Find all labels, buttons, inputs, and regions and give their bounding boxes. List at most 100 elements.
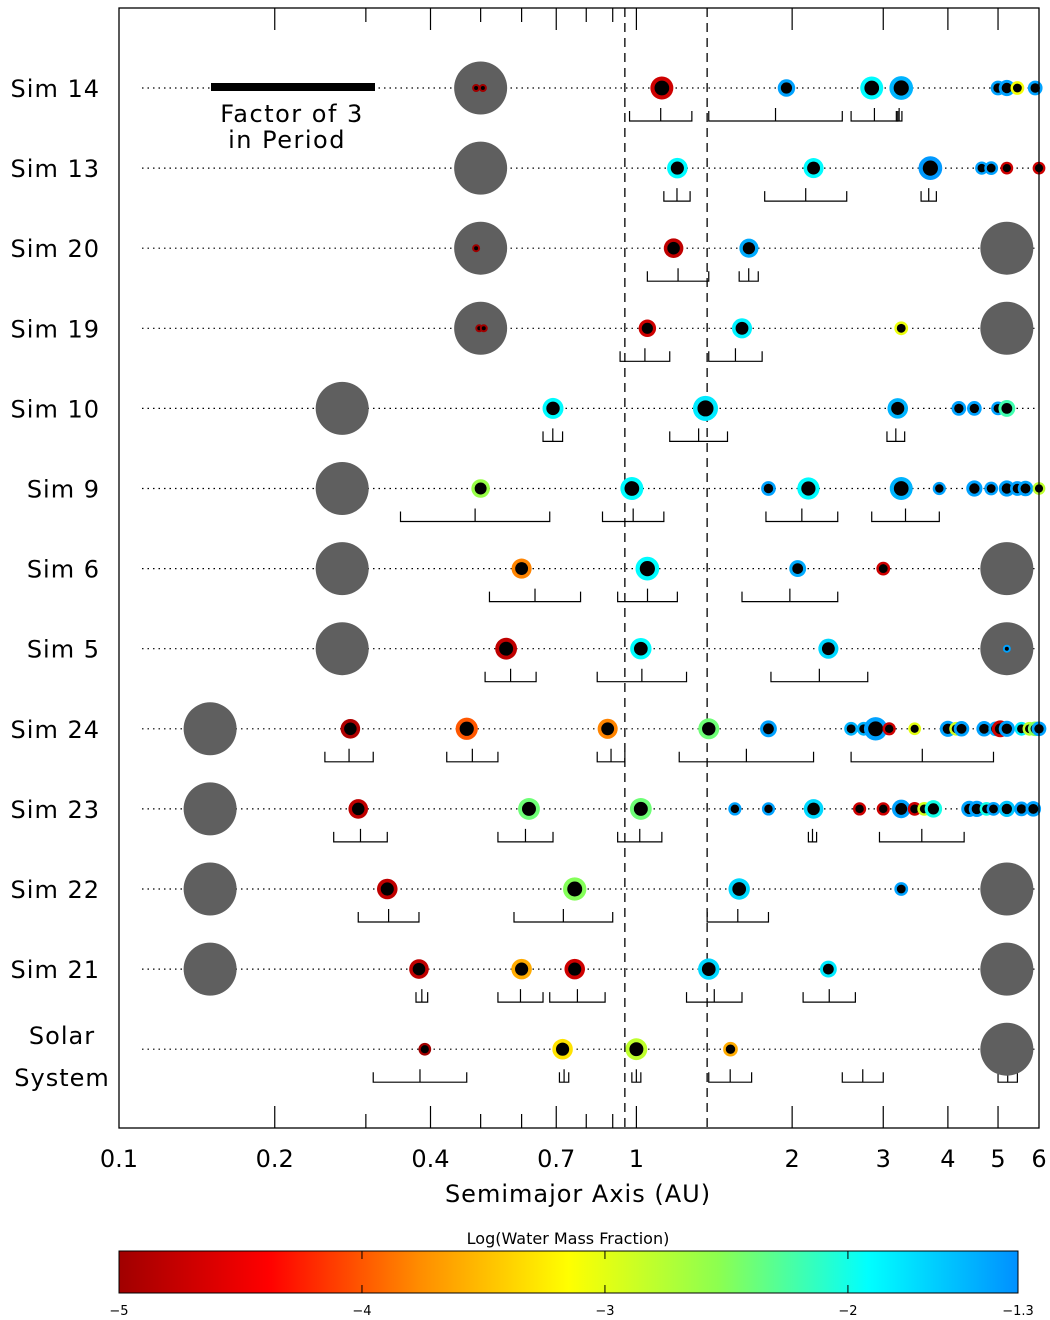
embedded-planet-core (474, 86, 478, 90)
embedded-planet-core (482, 326, 486, 330)
orbital-range-bracket (498, 989, 543, 1002)
giant-planet (980, 302, 1033, 355)
planet-core (702, 962, 716, 976)
colorbar-title: Log(Water Mass Fraction) (467, 1229, 670, 1248)
giant-planet (980, 863, 1033, 916)
planet-core (1002, 724, 1012, 734)
row-label: Sim 10 (11, 395, 100, 423)
row-label: Sim 6 (27, 556, 100, 584)
planet-core (954, 404, 963, 413)
giant-planet (980, 542, 1033, 595)
planet-core (885, 725, 893, 733)
planet-core (671, 162, 684, 175)
giant-planet (980, 1023, 1033, 1076)
planet-core (697, 400, 713, 416)
planet-core (1017, 804, 1026, 813)
planet-core (970, 404, 979, 413)
period-scale-bar (211, 83, 375, 91)
colorbar-tick-label: −2 (838, 1304, 857, 1319)
row-label: Sim 22 (11, 876, 100, 904)
planet-core (624, 481, 639, 496)
x-tick-label: 3 (876, 1145, 891, 1173)
row-label: Sim 19 (11, 315, 100, 343)
giant-planet (184, 943, 237, 996)
orbital-range-bracket (851, 749, 993, 762)
planet-core (987, 484, 996, 493)
row-label: Sim 14 (11, 75, 100, 103)
colorbar-tick-label: −3 (595, 1304, 614, 1319)
planet-core (764, 805, 772, 813)
planet-core (895, 803, 907, 815)
planet-core (1002, 83, 1012, 93)
giant-planet (454, 142, 507, 195)
orbital-range-bracket (498, 829, 553, 842)
giant-planets (184, 62, 1034, 1076)
planet-core (601, 722, 614, 735)
planet-core (1013, 84, 1022, 93)
planet-core (515, 562, 528, 575)
orbital-range-bracket (543, 428, 563, 441)
orbital-range-bracket (416, 989, 428, 1002)
giant-planet (184, 702, 237, 755)
row-label: Sim 23 (11, 796, 100, 824)
embedded-planet-core (474, 246, 478, 250)
planet-core (460, 722, 474, 736)
orbital-range-bracket (597, 749, 625, 762)
planet-core (546, 402, 559, 415)
x-tick-label: 1 (629, 1145, 644, 1173)
annotation-line-1: Factor of 3 (220, 100, 364, 128)
orbital-range-bracket (620, 348, 670, 361)
planet-core (897, 885, 906, 894)
orbital-range-bracket (707, 909, 768, 922)
row-label: Sim 20 (11, 235, 100, 263)
planet-core (413, 963, 426, 976)
orbital-range-bracket (358, 909, 419, 922)
planet-core (1021, 484, 1031, 494)
planet-core (667, 242, 680, 255)
planet-core (702, 722, 715, 735)
colorbar-tick-label: −4 (352, 1304, 371, 1319)
colorbar-gradient (119, 1251, 1018, 1293)
planet-core (923, 161, 938, 176)
orbital-range-bracket (879, 829, 964, 842)
x-axis-title: Semimajor Axis (AU) (445, 1180, 711, 1208)
orbital-range-bracket (489, 589, 580, 602)
x-tick-label: 4 (940, 1145, 955, 1173)
orbital-range-bracket (447, 749, 498, 762)
orbital-range-bracket (373, 1069, 467, 1082)
orbital-range-bracket (618, 589, 678, 602)
colorbar-tick-label: −5 (109, 1304, 128, 1319)
row-label: Sim 21 (11, 956, 100, 984)
orbital-range-bracket (709, 108, 843, 121)
planet-core (969, 483, 979, 493)
planet-core (1002, 804, 1012, 814)
giant-planet (980, 943, 1033, 996)
planet-core (567, 882, 582, 897)
giant-planet (316, 622, 369, 675)
planet-core (726, 1044, 735, 1053)
giant-planet (316, 462, 369, 515)
giant-planet (184, 863, 237, 916)
planet-core (732, 882, 746, 896)
x-axis: 0.1 0.2 0.4 0.7 1 2 3 4 5 6 (100, 8, 1047, 1173)
planet-core (847, 724, 856, 733)
row-label: Sim 13 (11, 155, 100, 183)
planet-core (823, 964, 834, 975)
planet-core (344, 723, 357, 736)
x-tick-label: 0.1 (100, 1145, 138, 1173)
planet-core (763, 723, 774, 734)
planet-core (654, 81, 669, 96)
orbital-range-bracket (742, 589, 838, 602)
orbital-range-bracket (851, 108, 898, 121)
orbital-range-bracket (485, 669, 536, 682)
planet-core (894, 481, 909, 496)
planet-core (855, 805, 863, 813)
orbital-range-bracket (325, 749, 373, 762)
planet-core (352, 803, 365, 816)
planet-core (515, 963, 528, 976)
planet-core (979, 724, 989, 734)
colorbar: Log(Water Mass Fraction) −5 −4 −3 −2 −1.3 (109, 1229, 1033, 1319)
giant-planet (184, 782, 237, 835)
orbital-range-bracket (630, 108, 692, 121)
